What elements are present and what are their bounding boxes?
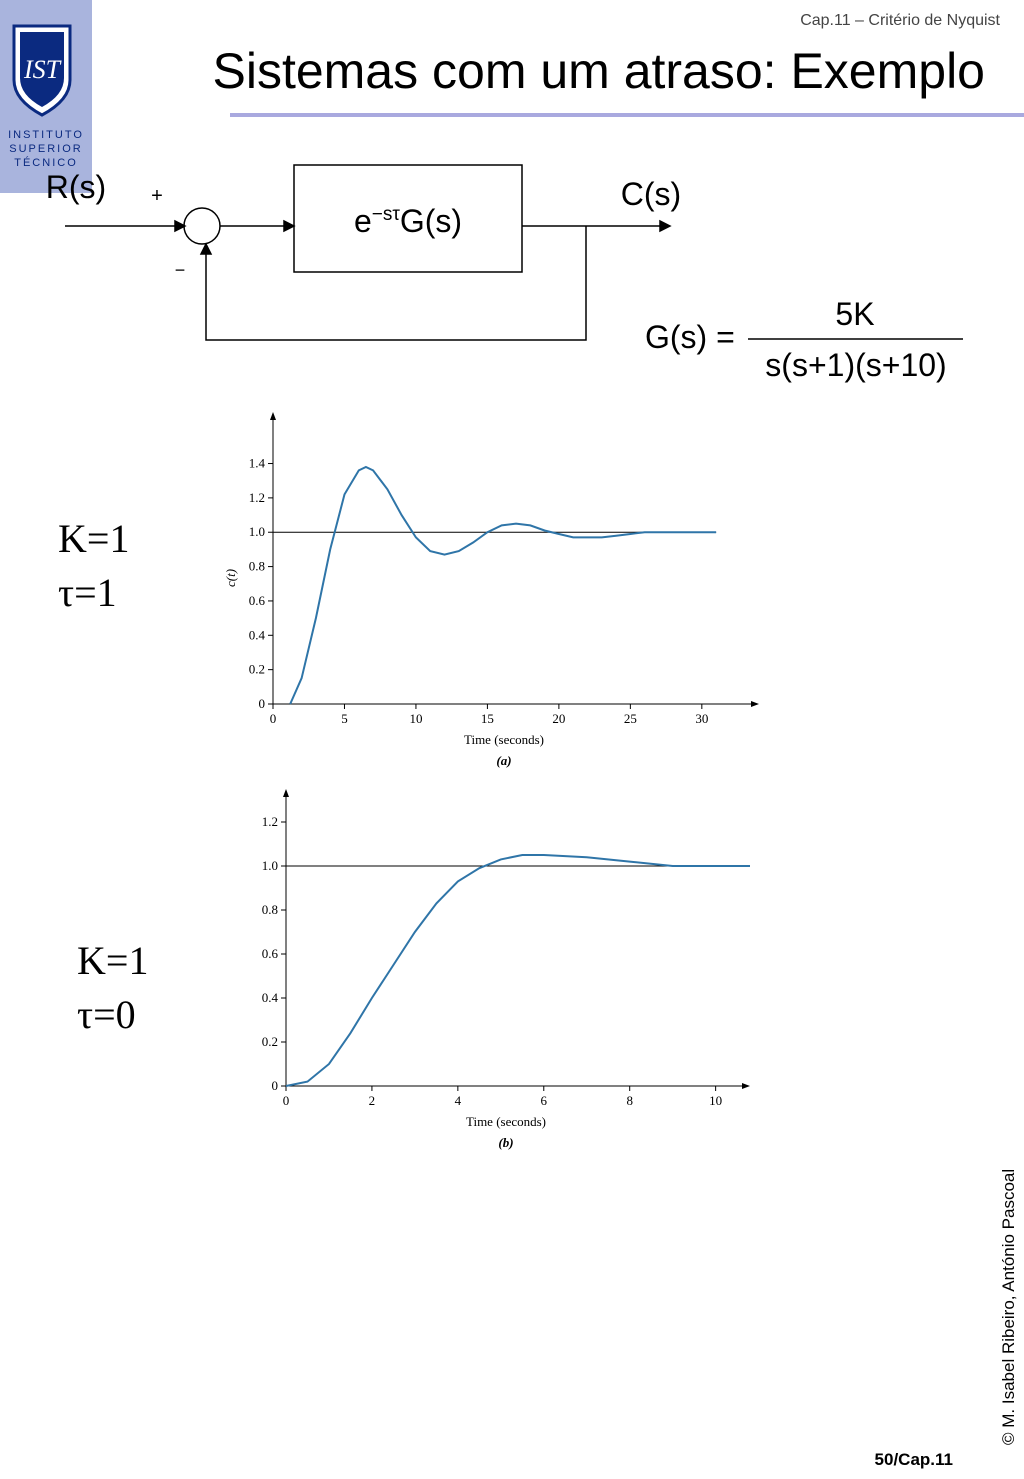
logo-text: SUPERIOR xyxy=(9,143,82,155)
chapter: Cap.11 – Critério de Nyquist xyxy=(800,12,1000,29)
x-tick-label: 10 xyxy=(709,1093,722,1108)
x-tick-label: 8 xyxy=(626,1093,633,1108)
x-tick-label: 0 xyxy=(270,711,277,726)
axis-arrow xyxy=(742,1083,750,1089)
axis-arrow xyxy=(751,701,759,707)
formula-denominator: s(s+1)(s+10) xyxy=(765,347,946,383)
minus-sign: − xyxy=(175,260,186,280)
chart-caption: (b) xyxy=(498,1135,513,1150)
x-tick-label: 6 xyxy=(541,1093,548,1108)
x-tick-label: 4 xyxy=(455,1093,462,1108)
formula-lhs: G(s) = xyxy=(645,319,735,355)
x-tick-label: 2 xyxy=(369,1093,376,1108)
chart-caption: (a) xyxy=(496,753,511,768)
x-axis-label: Time (seconds) xyxy=(466,1114,546,1129)
x-axis-label: Time (seconds) xyxy=(464,732,544,747)
arrow xyxy=(199,242,213,255)
case-tau: τ=0 xyxy=(77,992,136,1037)
y-tick-label: 1.4 xyxy=(249,456,266,471)
arrow xyxy=(174,219,187,233)
x-tick-label: 20 xyxy=(552,711,565,726)
y-tick-label: 1.0 xyxy=(249,524,265,539)
axis-arrow xyxy=(270,412,276,420)
x-tick-label: 25 xyxy=(624,711,637,726)
case-k: K=1 xyxy=(77,938,148,983)
arrow xyxy=(283,219,296,233)
y-axis-label: c(t) xyxy=(223,569,238,587)
x-tick-label: 5 xyxy=(341,711,348,726)
x-tick-label: 15 xyxy=(481,711,494,726)
block-base: e xyxy=(354,203,372,239)
copyright: © M. Isabel Ribeiro, António Pascoal xyxy=(999,1169,1018,1445)
logo-shield-inner xyxy=(20,32,64,107)
y-tick-label: 0 xyxy=(272,1078,279,1093)
feedback-wire xyxy=(205,226,587,341)
formula-numerator: 5K xyxy=(835,296,874,332)
y-tick-label: 1.2 xyxy=(249,490,265,505)
case-tau: τ=1 xyxy=(58,570,117,615)
x-tick-label: 10 xyxy=(409,711,422,726)
y-tick-label: 1.2 xyxy=(262,814,278,829)
y-tick-label: 0.2 xyxy=(249,662,265,677)
y-tick-label: 0.4 xyxy=(262,990,279,1005)
slide-title: Sistemas com um atraso: Exemplo xyxy=(213,43,986,99)
y-tick-label: 0.6 xyxy=(249,593,266,608)
x-tick-label: 30 xyxy=(695,711,708,726)
x-tick-label: 0 xyxy=(283,1093,290,1108)
y-tick-label: 0.2 xyxy=(262,1034,278,1049)
logo-text: INSTITUTO xyxy=(8,129,84,141)
y-tick-label: 1.0 xyxy=(262,858,278,873)
y-tick-label: 0 xyxy=(259,696,266,711)
y-tick-label: 0.8 xyxy=(262,902,278,917)
block-rest: G(s) xyxy=(400,203,462,239)
block-diagram xyxy=(65,164,672,341)
logo-text: TÉCNICO xyxy=(14,156,78,169)
block-label: e−sτG(s) xyxy=(354,203,462,239)
response-curve xyxy=(285,854,750,1087)
plus-sign: + xyxy=(151,185,163,207)
logo-mark: IST xyxy=(23,55,62,84)
y-tick-label: 0.6 xyxy=(262,946,279,961)
case-k: K=1 xyxy=(58,516,129,561)
page-number: 50/Cap.11 xyxy=(875,1450,953,1469)
output-label: C(s) xyxy=(621,176,681,212)
response-curve xyxy=(289,465,717,705)
arrow xyxy=(659,219,672,233)
block xyxy=(293,164,523,273)
input-label: R(s) xyxy=(46,169,106,205)
axis-arrow xyxy=(283,789,289,797)
summing-junction xyxy=(183,207,221,245)
block-exponent: −sτ xyxy=(372,204,401,225)
y-tick-label: 0.8 xyxy=(249,559,265,574)
y-tick-label: 0.4 xyxy=(249,627,266,642)
